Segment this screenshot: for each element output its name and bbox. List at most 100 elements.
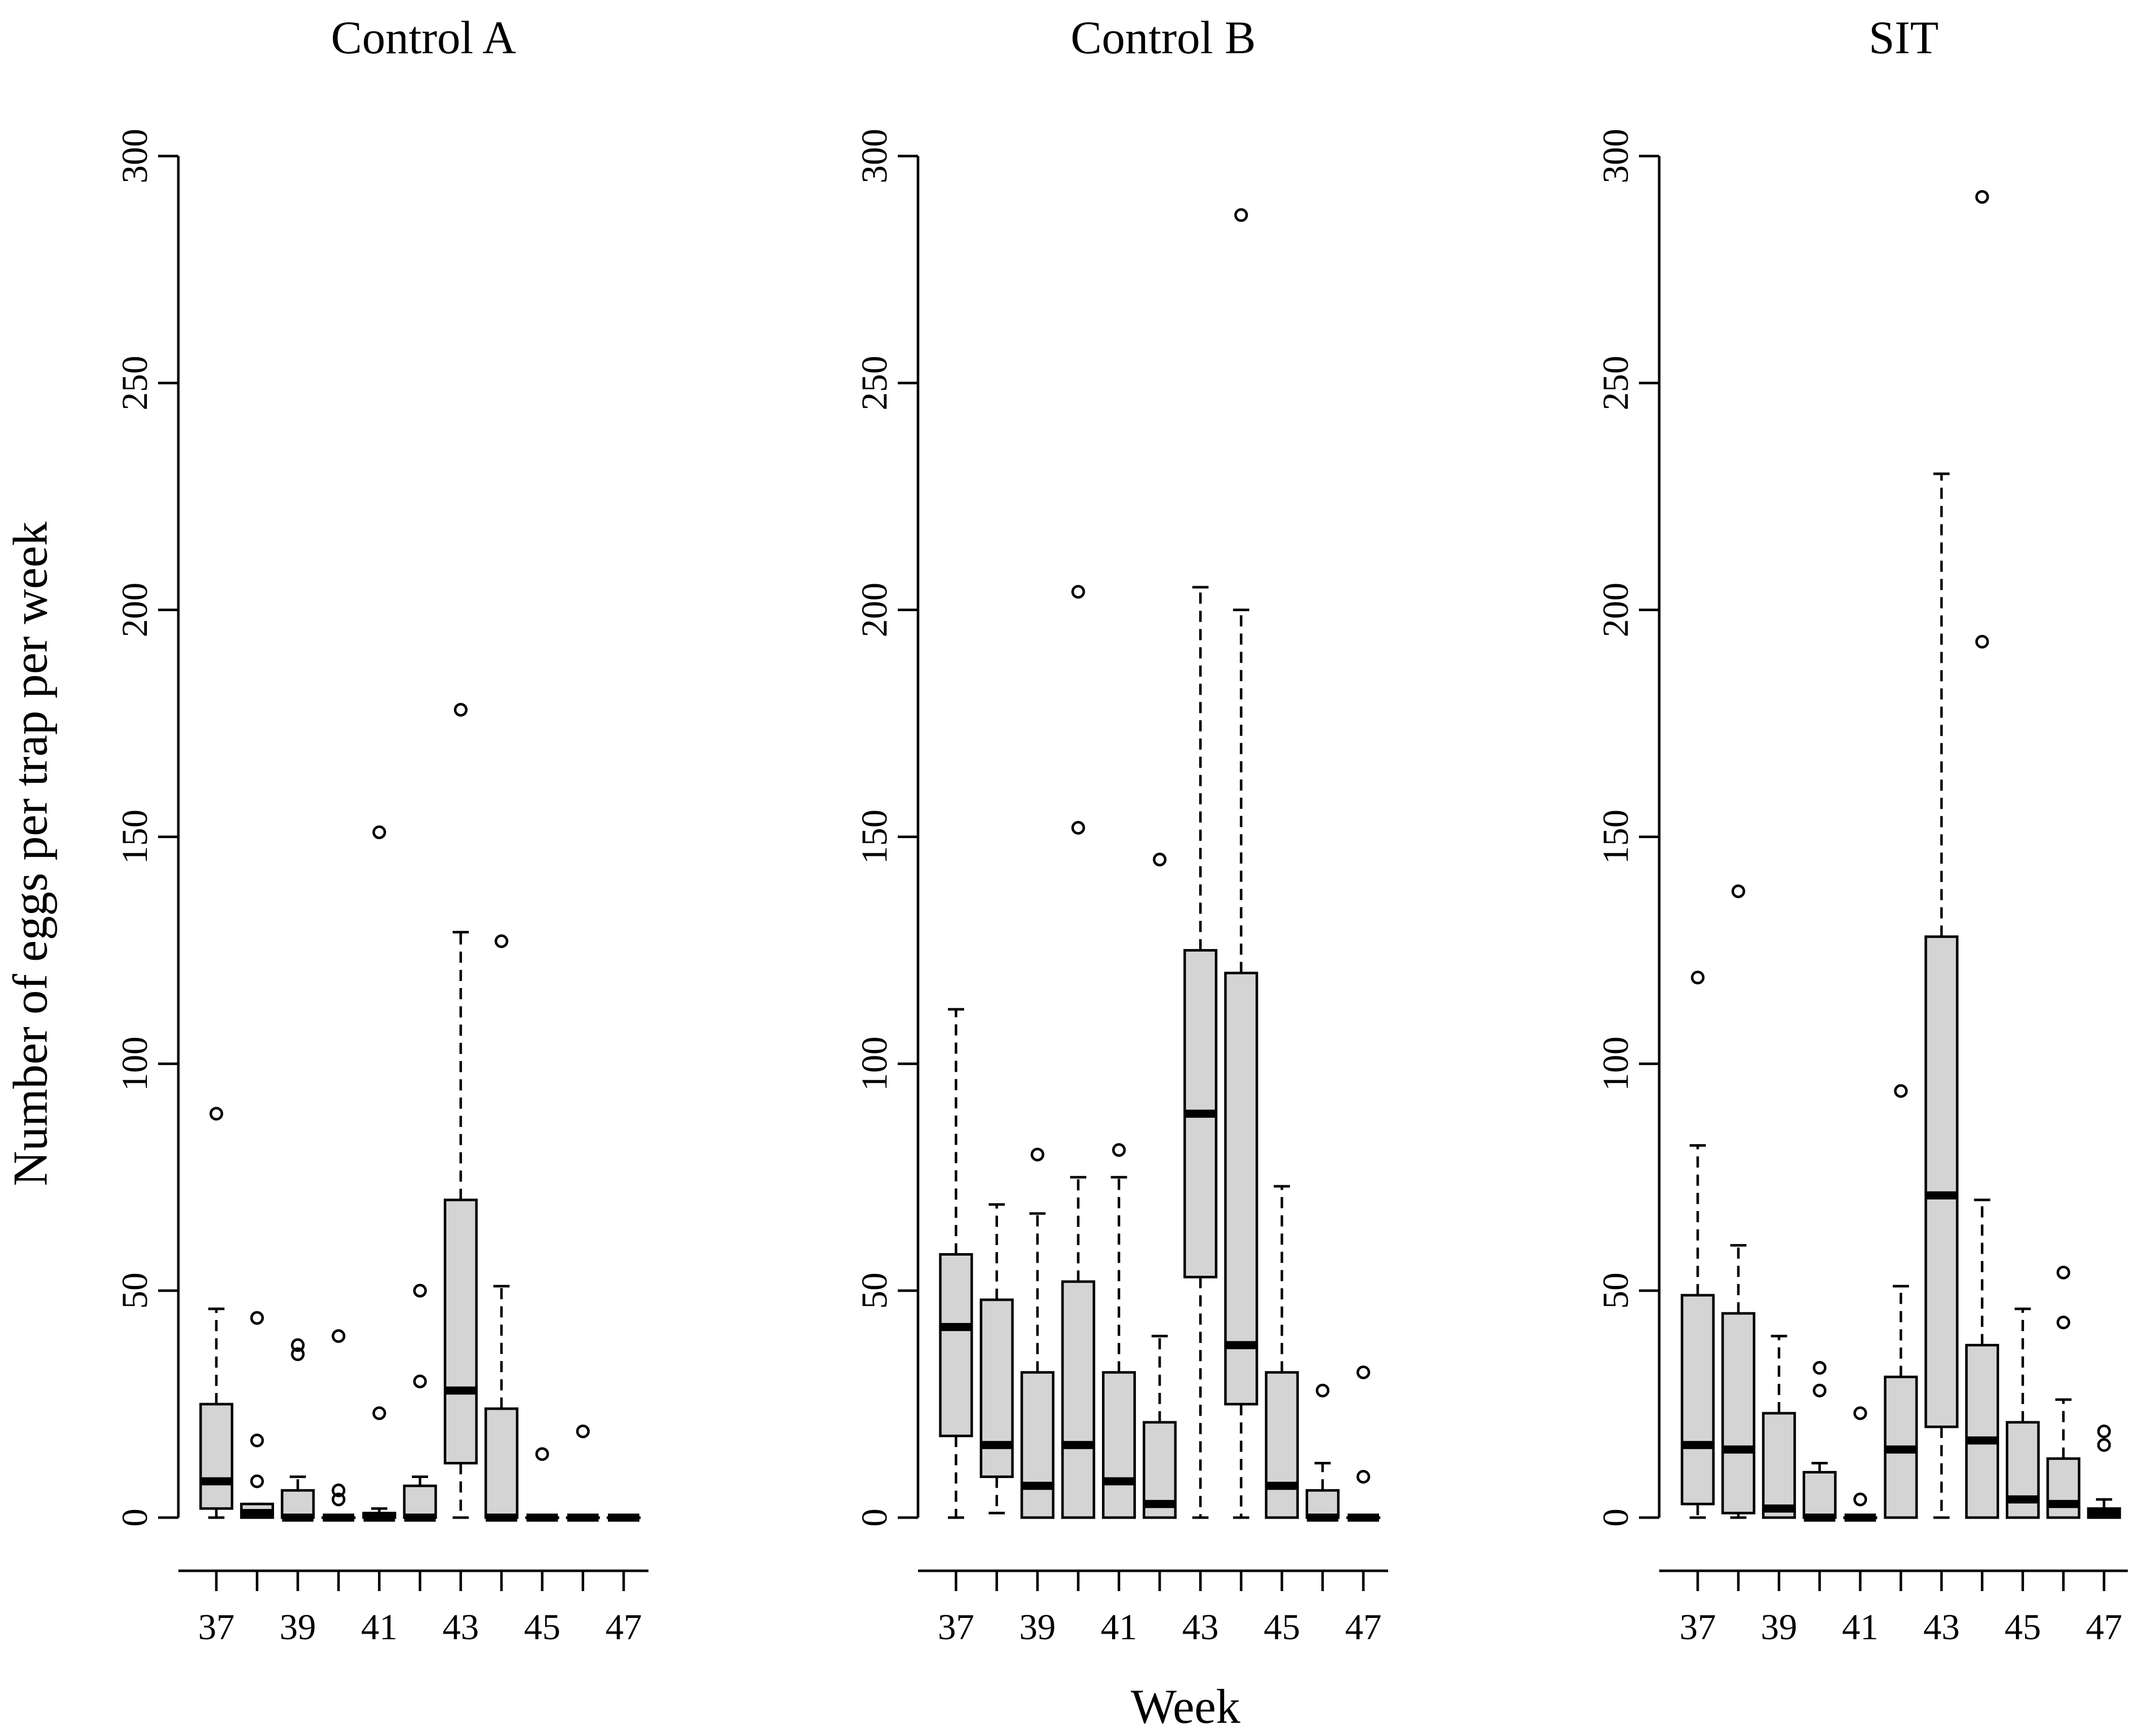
y-tick-label: 100 [1595,1036,1636,1091]
outlier-point [1356,1469,1370,1484]
box-week-43 [1183,586,1217,1519]
x-tick-label: 47 [605,1607,642,1647]
x-tick-label: 39 [1761,1607,1797,1647]
box-week-41 [1843,1406,1878,1522]
y-tick-label: 300 [1595,129,1636,183]
box-iqr [1762,1412,1796,1519]
box-week-43 [443,703,478,1519]
outlier-point [291,1338,305,1352]
box-iqr [1020,1371,1055,1519]
box-week-45 [525,1447,559,1522]
y-tick-label: 50 [854,1272,895,1309]
box-week-40 [1803,1361,1837,1522]
outlier-point [1316,1383,1330,1398]
box-week-44 [1965,190,1999,1519]
y-tick-label: 0 [854,1508,895,1527]
box-iqr [1306,1489,1340,1519]
box-iqr [1680,1294,1715,1505]
panel-title: Control B [1071,12,1255,63]
box-week-39 [281,1338,315,1522]
box-iqr [1265,1371,1299,1519]
y-tick-label: 250 [1595,356,1636,410]
x-tick-label: 39 [280,1607,316,1647]
y-tick-label: 150 [114,810,155,864]
y-tick-label: 50 [1595,1272,1636,1309]
outlier-point [250,1311,264,1325]
outlier-point [1975,190,1989,204]
outlier-point [1813,1383,1827,1398]
box-week-37 [1680,970,1715,1519]
box-week-38 [240,1311,274,1519]
outlier-point [331,1329,346,1343]
y-tick-label: 100 [854,1036,895,1091]
box-iqr [403,1484,437,1519]
y-tick-label: 300 [854,129,895,183]
outlier-point [250,1474,264,1488]
box-iqr [484,1407,519,1519]
y-tick-label: 0 [114,1508,155,1527]
outlier-point [1731,884,1745,898]
box-week-45 [2006,1307,2040,1519]
x-tick-label: 45 [2005,1607,2041,1647]
x-axis-title: Week [1131,1679,1240,1733]
box-week-38 [1721,884,1755,1519]
box-iqr [979,1298,1014,1478]
box-iqr [2046,1457,2081,1519]
box-week-46 [1306,1383,1340,1522]
panel-sit: SIT 0 50 100 150 200 250 300 37 39 41 43 45 47 [1595,12,2128,1647]
outlier-point [1813,1361,1827,1375]
box-week-38 [979,1203,1014,1515]
box-week-47 [2087,1424,2121,1519]
y-tick-label: 250 [114,356,155,410]
x-tick-label: 37 [1679,1607,1716,1647]
y-tick-label: 150 [854,810,895,864]
x-tick-label: 41 [361,1607,398,1647]
outlier-point [2097,1438,2111,1452]
x-tick-label: 47 [2086,1607,2122,1647]
box-iqr [1803,1470,1837,1519]
y-tick-label: 150 [1595,810,1636,864]
outlier-point [1691,970,1705,985]
box-iqr [281,1489,315,1519]
y-tick-label: 0 [1595,1508,1636,1527]
box-iqr [1061,1280,1095,1519]
box-week-42 [1142,852,1177,1519]
box-iqr [939,1253,973,1438]
outlier-point [372,1406,387,1420]
box-week-44 [1224,208,1258,1519]
outlier-point [1071,821,1085,835]
box-week-40 [321,1329,356,1522]
outlier-point [331,1483,346,1497]
y-tick-label: 200 [854,583,895,637]
y-tick-label: 300 [114,129,155,183]
outlier-point [453,703,468,717]
panel-title: SIT [1869,12,1939,63]
box-iqr [1965,1344,1999,1519]
box-week-37 [199,1107,234,1519]
box-iqr [1224,971,1258,1406]
outlier-point [1071,585,1085,599]
outlier-point [331,1492,346,1506]
x-tick-label: 43 [1923,1607,1960,1647]
outlier-point [1030,1147,1045,1161]
x-tick-label: 41 [1101,1607,1137,1647]
panel-control-b: Control B 0 50 100 150 200 250 300 37 39 41 43 45 47 [854,12,1388,1647]
box-week-43 [1924,472,1959,1519]
outlier-point [1894,1084,1908,1098]
outlier-point [494,934,509,949]
outlier-point [250,1433,264,1448]
y-tick-label: 200 [114,583,155,637]
box-iqr [1721,1312,1755,1515]
outlier-point [2097,1424,2111,1439]
box-week-42 [403,1284,437,1522]
box-iqr [1924,935,1959,1428]
box-week-39 [1020,1147,1055,1519]
box-iqr [1102,1371,1136,1519]
box-week-44 [484,934,519,1522]
x-tick-label: 47 [1345,1607,1382,1647]
panel-title: Control A [331,12,516,63]
box-week-46 [566,1424,600,1522]
outlier-point [1975,634,1989,649]
y-tick-label: 200 [1595,583,1636,637]
